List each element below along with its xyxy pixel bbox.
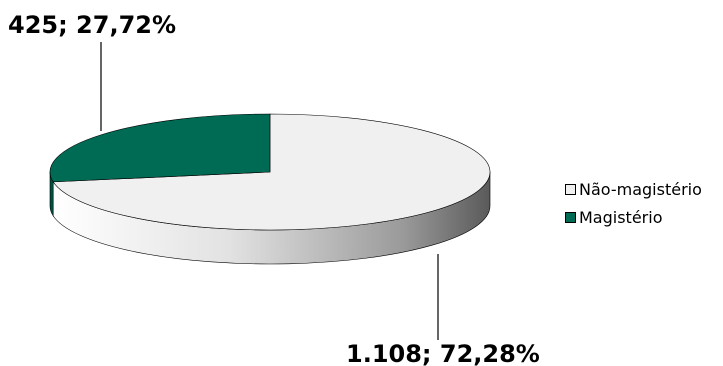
legend-item-nao-magisterio: Não-magistério bbox=[565, 175, 702, 203]
slice-nao-magisterio bbox=[52, 113, 491, 231]
slice-magisterio bbox=[49, 113, 271, 183]
legend-label-magisterio: Magistério bbox=[579, 207, 663, 227]
legend: Não-magistério Magistério bbox=[565, 175, 702, 231]
slice-label-magisterio: 425; 27,72% bbox=[8, 11, 176, 39]
slice-label-nao-magisterio: 1.108; 72,28% bbox=[346, 340, 540, 366]
legend-label-nao-magisterio: Não-magistério bbox=[579, 179, 702, 199]
legend-item-magisterio: Magistério bbox=[565, 203, 702, 231]
legend-swatch-nao-magisterio bbox=[565, 183, 576, 195]
legend-swatch-magisterio bbox=[565, 211, 576, 223]
